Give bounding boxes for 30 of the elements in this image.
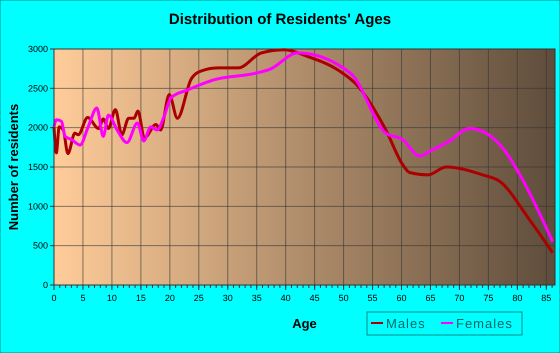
x-tick-label: 75 — [483, 293, 494, 303]
y-axis-title: Number of residents — [6, 104, 21, 230]
x-tick-label: 10 — [106, 293, 117, 303]
x-tick-label: 35 — [252, 293, 262, 303]
x-tick-label: 50 — [338, 293, 349, 303]
x-tick-label: 85 — [541, 293, 552, 303]
legend-label: Males — [386, 316, 426, 331]
y-tick-label: 2500 — [28, 83, 48, 94]
x-axis-title: Age — [292, 316, 317, 331]
x-tick-label: 30 — [222, 293, 233, 303]
y-tick-label: 0 — [42, 280, 48, 290]
x-tick-label: 60 — [396, 293, 407, 303]
x-tick-label: 15 — [136, 293, 146, 303]
legend-label: Females — [456, 316, 513, 331]
x-tick-label: 25 — [194, 293, 204, 303]
y-tick-label: 1000 — [28, 201, 48, 212]
x-tick-label: 45 — [310, 293, 320, 303]
x-tick-label: 0 — [51, 293, 57, 303]
x-tick-label: 5 — [80, 293, 86, 303]
y-tick-label: 500 — [32, 240, 48, 251]
x-tick-label: 80 — [512, 293, 522, 303]
y-tick-label: 3000 — [28, 44, 48, 54]
x-tick-label: 55 — [368, 293, 378, 303]
x-tick-label: 20 — [164, 293, 175, 303]
x-tick-label: 70 — [454, 293, 464, 303]
chart-title: Distribution of Residents' Ages — [168, 11, 392, 28]
x-tick-label: 65 — [425, 293, 436, 303]
x-tick-label: 40 — [280, 293, 291, 303]
y-tick-label: 1500 — [28, 162, 48, 172]
y-tick-label: 2000 — [28, 122, 48, 133]
